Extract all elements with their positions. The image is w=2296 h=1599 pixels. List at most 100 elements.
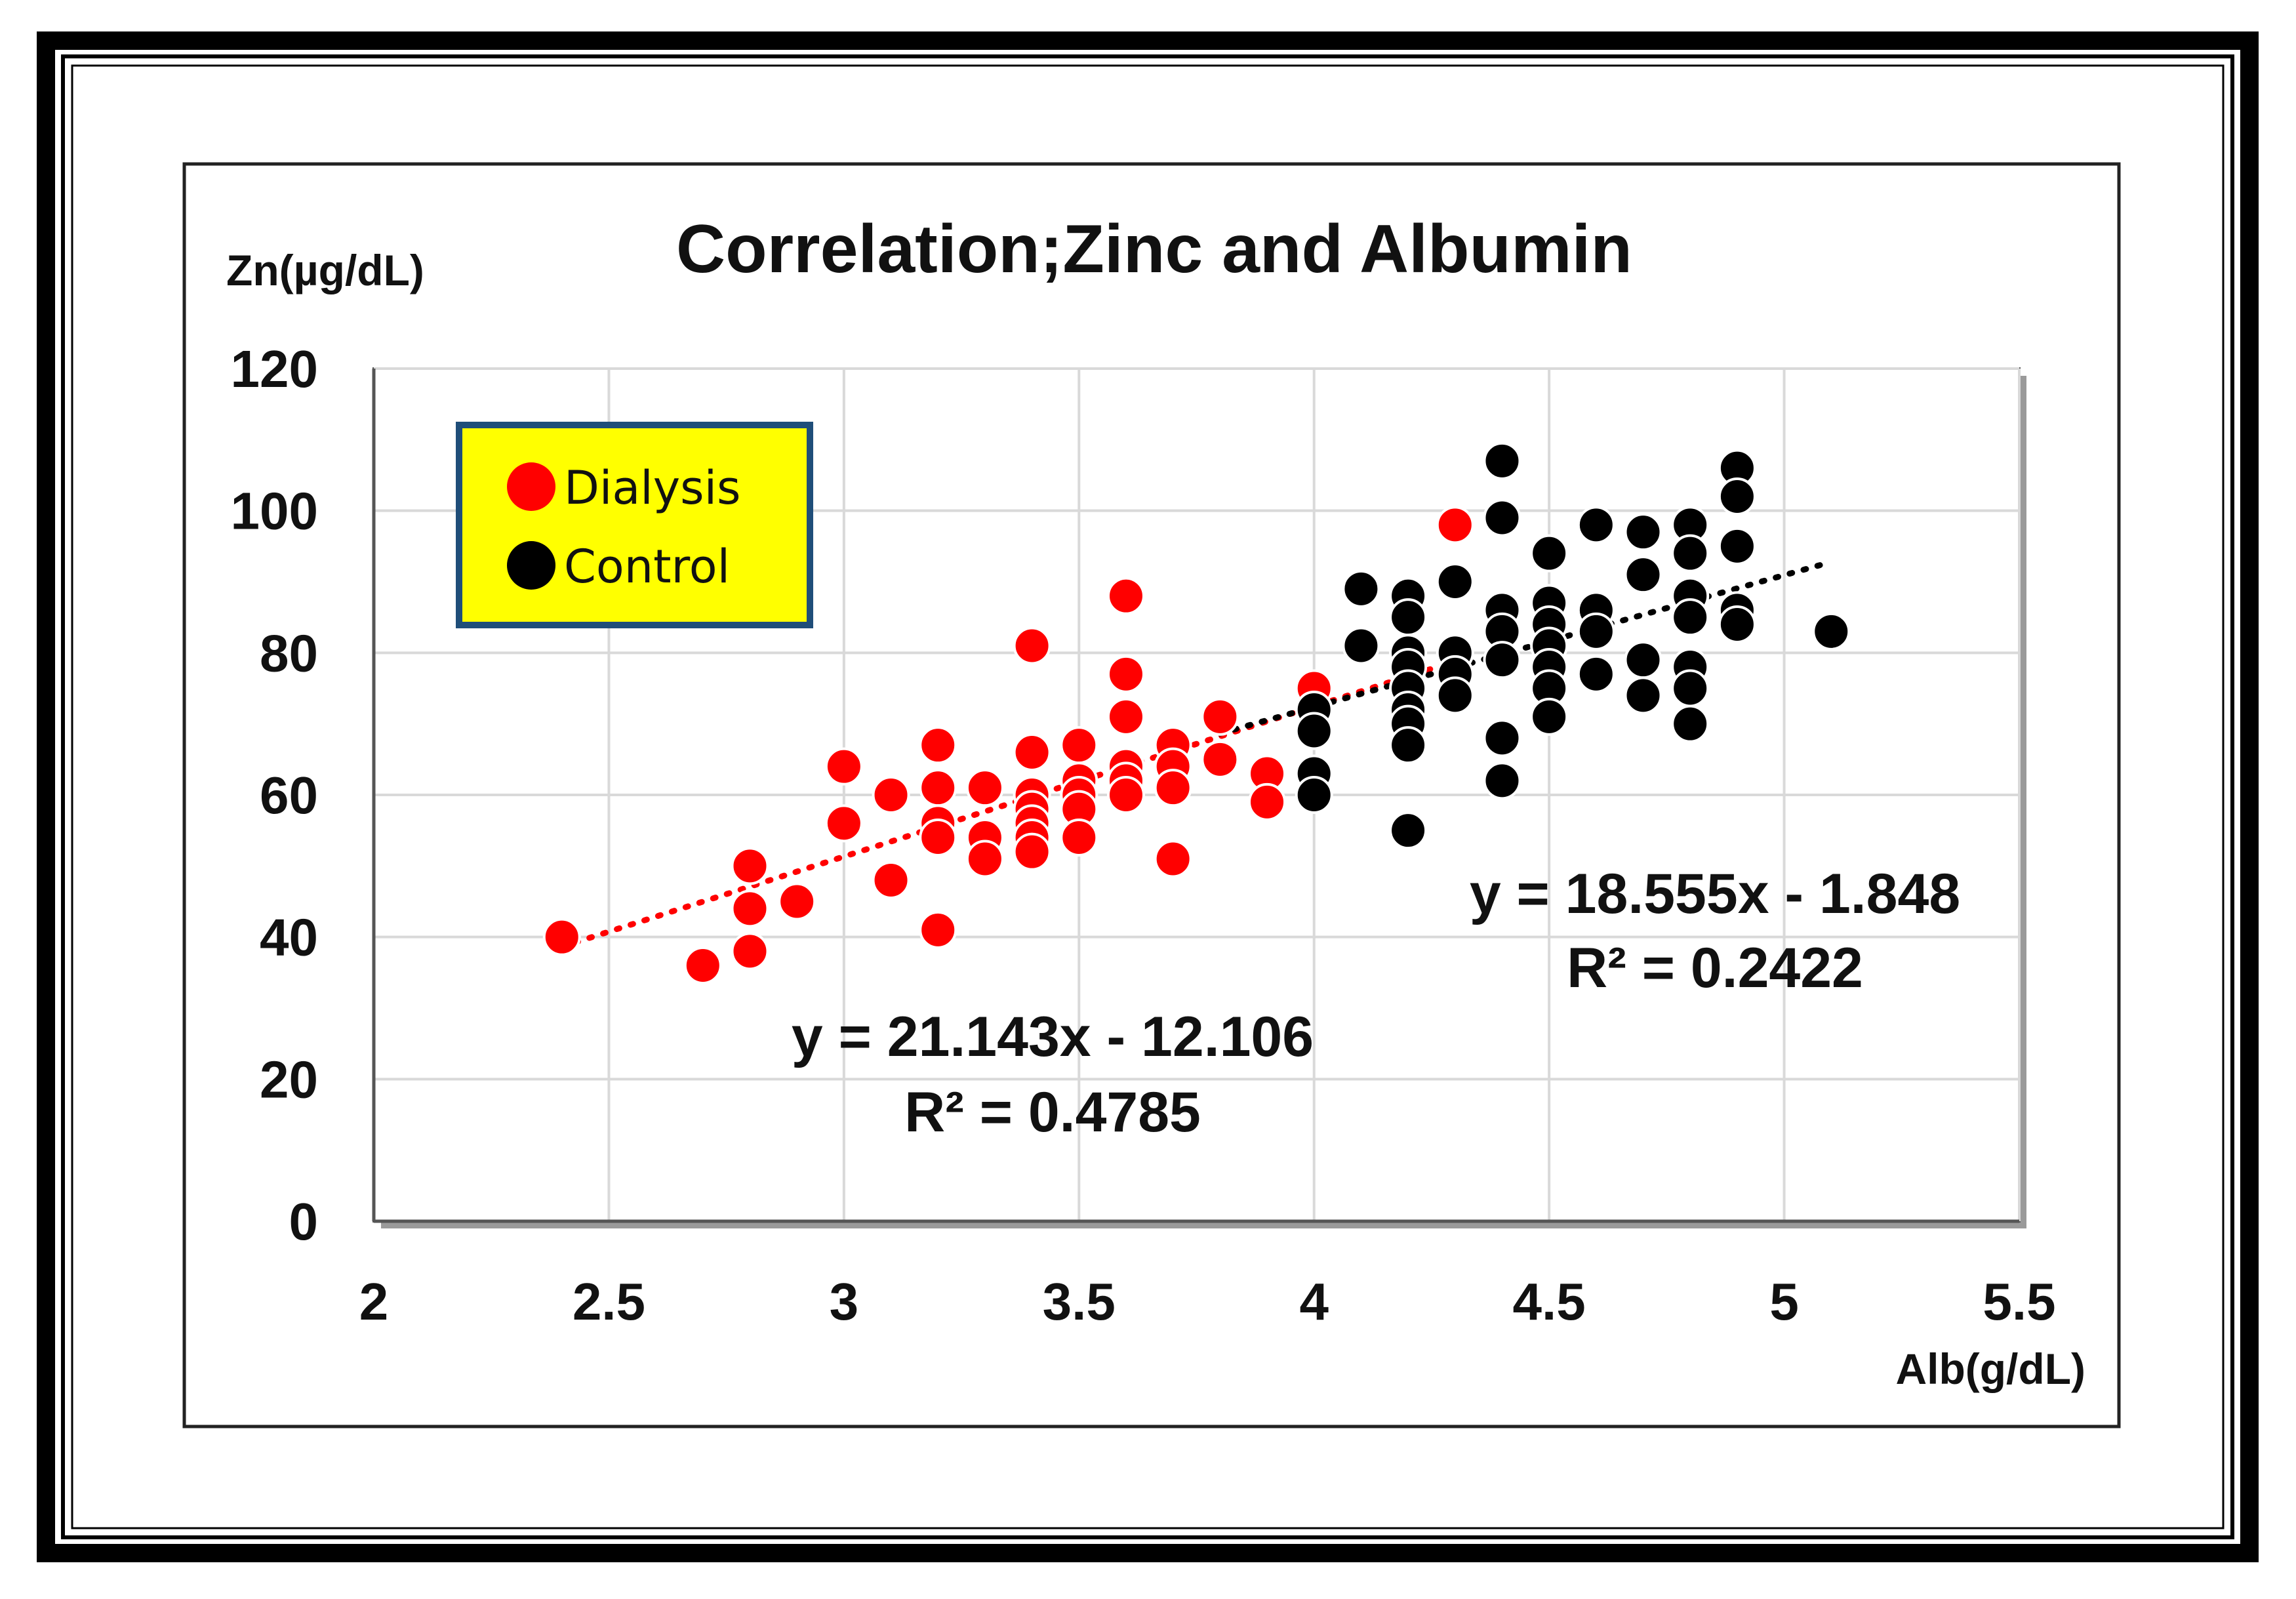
x-tick-labels: 2 2.5 3 3.5 4 4.5 5 5.5 — [359, 1272, 2056, 1331]
control-point — [1436, 563, 1474, 601]
legend-label-dialysis: Dialysis — [564, 461, 741, 515]
x-axis-label: Alb(g/dL) — [1895, 1345, 2085, 1393]
dialysis-point — [683, 946, 722, 984]
legend: Dialysis Control — [456, 422, 813, 628]
control-equation: y = 18.555x - 1.848 — [1470, 862, 1960, 925]
dialysis-point — [919, 769, 957, 807]
control-point — [1671, 669, 1710, 708]
dialysis-equation: y = 21.143x - 12.106 — [792, 1005, 1314, 1068]
control-point — [1483, 641, 1521, 679]
control-point — [1718, 527, 1756, 565]
control-point — [1671, 598, 1710, 637]
control-point — [1483, 719, 1521, 758]
control-point — [1342, 569, 1380, 608]
control-point — [1718, 477, 1756, 516]
y-tick-label: 80 — [260, 624, 318, 682]
control-point — [1671, 534, 1710, 573]
control-point — [1577, 655, 1615, 693]
x-tick-label: 5.5 — [1983, 1272, 2055, 1331]
frame-outer-border — [37, 31, 2259, 1562]
control-point — [1295, 776, 1333, 814]
control-point — [1342, 626, 1380, 665]
control-point — [1483, 498, 1521, 537]
legend-label-control: Control — [564, 540, 730, 594]
x-tick-label: 5 — [1769, 1272, 1799, 1331]
dialysis-point — [872, 776, 910, 814]
dialysis-point — [1013, 832, 1051, 871]
legend-marker-control — [507, 541, 555, 590]
x-tick-label: 3 — [830, 1272, 859, 1331]
dialysis-point — [919, 910, 957, 949]
x-tick-label: 4.5 — [1513, 1272, 1586, 1331]
dialysis-point — [731, 889, 769, 928]
control-point — [1483, 441, 1521, 480]
frame-middle-border — [61, 54, 2234, 1539]
dialysis-point — [1106, 697, 1145, 736]
y-tick-label: 0 — [289, 1192, 319, 1251]
control-point — [1483, 761, 1521, 800]
control-point — [1389, 598, 1428, 637]
dialysis-point — [542, 918, 581, 956]
data-points — [542, 441, 1851, 984]
dialysis-point — [872, 861, 910, 899]
dialysis-point — [824, 804, 863, 843]
control-point — [1389, 811, 1428, 850]
control-point — [1530, 697, 1569, 736]
y-tick-label: 40 — [260, 908, 318, 967]
y-tick-label: 20 — [260, 1050, 318, 1108]
legend-marker-dialysis — [507, 462, 555, 511]
control-point — [1530, 534, 1569, 573]
control-point — [1577, 506, 1615, 544]
control-point — [1812, 612, 1851, 651]
y-axis-label: Zn(µg/dL) — [226, 246, 424, 294]
control-point — [1624, 556, 1662, 594]
dialysis-point — [1248, 782, 1287, 821]
x-tick-label: 2 — [359, 1272, 389, 1331]
control-point — [1624, 641, 1662, 679]
y-tick-label: 100 — [231, 482, 318, 540]
dialysis-point — [731, 847, 769, 885]
control-point — [1577, 612, 1615, 651]
control-point — [1295, 712, 1333, 750]
control-point — [1436, 676, 1474, 715]
control-point — [1389, 726, 1428, 765]
dialysis-point — [1201, 697, 1239, 736]
dialysis-point — [1106, 776, 1145, 814]
dialysis-point — [731, 932, 769, 971]
x-tick-label: 4 — [1299, 1272, 1329, 1331]
x-tick-label: 2.5 — [573, 1272, 645, 1331]
dialysis-point — [824, 747, 863, 786]
dialysis-point — [965, 840, 1004, 878]
dialysis-r-squared: R² = 0.4785 — [904, 1081, 1201, 1144]
control-point — [1624, 513, 1662, 552]
control-r-squared: R² = 0.2422 — [1567, 937, 1863, 1000]
dialysis-point — [1436, 506, 1474, 544]
control-point — [1671, 704, 1710, 743]
dialysis-point — [919, 819, 957, 857]
axes — [372, 369, 2019, 1223]
x-tick-label: 3.5 — [1043, 1272, 1116, 1331]
y-tick-labels: 0 20 40 60 80 100 120 — [231, 340, 318, 1251]
legend-box — [456, 422, 813, 628]
gridlines — [374, 367, 2021, 1221]
decorative-frame — [37, 31, 2259, 1562]
y-tick-label: 120 — [231, 340, 318, 398]
dialysis-point — [1013, 733, 1051, 771]
dialysis-point — [965, 769, 1004, 807]
chart-title: Correlation;Zinc and Albumin — [676, 211, 1632, 287]
dialysis-point — [778, 882, 816, 921]
dialysis-point — [1201, 740, 1239, 779]
dialysis-point — [1013, 626, 1051, 665]
y-tick-label: 60 — [260, 766, 318, 824]
dialysis-point — [1154, 840, 1192, 878]
dialysis-point — [1106, 655, 1145, 693]
dialysis-point — [1106, 577, 1145, 615]
dialysis-point — [1060, 726, 1098, 765]
control-point — [1718, 605, 1756, 643]
control-point — [1624, 676, 1662, 715]
dialysis-point — [919, 726, 957, 765]
dialysis-point — [1060, 819, 1098, 857]
frame-inner-border — [71, 64, 2225, 1529]
dialysis-point — [1154, 769, 1192, 807]
